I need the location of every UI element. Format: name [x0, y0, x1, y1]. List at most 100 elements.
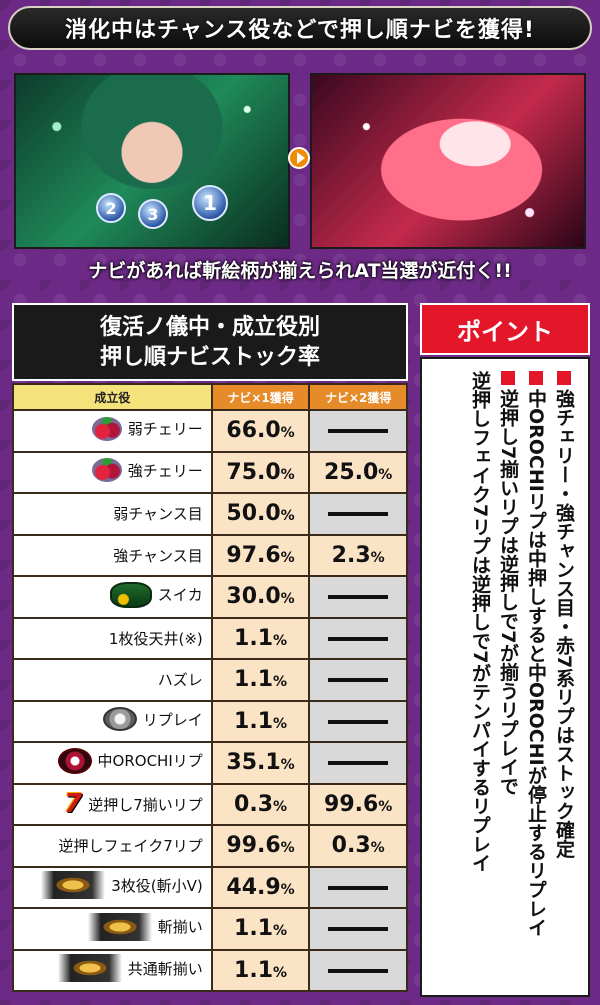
dash-none — [328, 885, 389, 890]
table-row: 3枚役(斬小V) 44.9% — [12, 865, 408, 909]
table-row: 共通斬揃い 1.1% — [12, 948, 408, 992]
role-label: 3枚役(斬小V) — [111, 876, 203, 895]
table-row: スイカ 30.0% — [12, 575, 408, 619]
dash-none — [328, 512, 389, 517]
percent-unit: % — [273, 964, 288, 981]
role-label: 1枚役天井(※) — [108, 629, 203, 648]
navi2-cell — [308, 741, 408, 785]
table-row: 7 逆押し7揃いリプ 0.3% 99.6% — [12, 782, 408, 826]
navi2-cell: 2.3% — [308, 533, 408, 577]
role-cell: 強チェリー — [12, 450, 213, 494]
navi2-cell: 25.0% — [308, 450, 408, 494]
navi1-cell: 1.1% — [210, 699, 311, 743]
navi1-value: 66.0 — [226, 418, 281, 444]
point-item: 逆押し7揃いリプは逆押しで7が揃うリプレイで — [494, 371, 522, 991]
point-box: 強チェリー・強チャンス目・赤7系リプはストック確定 中OROCHIリプは中押しする… — [420, 357, 590, 997]
table-row: 1枚役天井(※) 1.1% — [12, 616, 408, 660]
navi1-cell: 97.6% — [210, 533, 311, 577]
role-cell: 3枚役(斬小V) — [12, 865, 213, 909]
navi2-cell — [308, 492, 408, 536]
percent-unit: % — [378, 466, 393, 483]
navi2-value: 2.3 — [331, 542, 371, 568]
percent-unit: % — [370, 840, 385, 857]
dash-none — [328, 968, 389, 973]
navi2-value: 25.0 — [324, 459, 379, 485]
zan-emblem-icon — [87, 912, 152, 941]
zan-emblem-icon — [41, 871, 106, 900]
percent-unit: % — [280, 466, 295, 483]
navi2-cell — [308, 948, 408, 992]
red-square-bullet-icon — [557, 371, 571, 385]
dash-none — [328, 595, 389, 600]
top-banner: 消化中はチャンス役などで押し順ナビを獲得! — [8, 6, 592, 50]
dash-none — [328, 678, 389, 683]
role-label: リプレイ — [142, 710, 203, 729]
role-cell: 1枚役天井(※) — [12, 616, 213, 660]
navi1-cell: 44.9% — [210, 865, 311, 909]
navi1-cell: 1.1% — [210, 616, 311, 660]
navi2-cell: 0.3% — [308, 824, 408, 868]
role-label: 弱チェリー — [127, 420, 203, 439]
table-row: 強チャンス目 97.6% 2.3% — [12, 533, 408, 577]
navi1-value: 44.9 — [226, 874, 281, 900]
table-row: リプレイ 1.1% — [12, 699, 408, 743]
navi1-value: 0.3 — [234, 791, 274, 817]
navi1-cell: 75.0% — [210, 450, 311, 494]
role-cell: 共通斬揃い — [12, 948, 213, 992]
navi1-cell: 1.1% — [210, 907, 311, 951]
orochi-emblem-icon — [57, 747, 92, 774]
table-title-line2: 押し順ナビストック率 — [99, 345, 320, 370]
role-label: ハズレ — [157, 671, 203, 690]
percent-unit: % — [370, 549, 385, 566]
navi1-value: 97.6 — [226, 542, 281, 568]
point-item: 強チェリー・強チャンス目・赤7系リプはストック確定 — [550, 371, 578, 991]
navi1-value: 1.1 — [234, 708, 274, 734]
role-cell: 弱チェリー — [12, 409, 213, 453]
dash-none — [328, 429, 389, 434]
navi1-value: 35.1 — [226, 750, 281, 776]
table-row: 弱チェリー 66.0% — [12, 409, 408, 453]
navi1-cell: 30.0% — [210, 575, 311, 619]
navi2-cell — [308, 616, 408, 660]
navi2-cell: 99.6% — [308, 782, 408, 826]
navi-coin-1: 1 — [192, 185, 228, 221]
percent-unit: % — [280, 425, 295, 442]
red-square-bullet-icon — [501, 371, 515, 385]
game-screenshot-left: 2 3 1 — [14, 73, 290, 249]
screenshot-caption: ナビがあれば斬絵柄が揃えられAT当選が近付く!! — [88, 260, 512, 282]
role-label: 強チャンス目 — [113, 546, 203, 565]
replay-coin-icon — [102, 707, 137, 732]
role-label: スイカ — [157, 586, 203, 605]
header-role: 成立役 — [12, 383, 213, 411]
game-screenshot-right — [310, 73, 586, 249]
banner-title: 消化中はチャンス役などで押し順ナビを獲得! — [65, 18, 535, 43]
role-label: 逆押し7揃いリプ — [88, 795, 203, 814]
navi-stock-table: 成立役 ナビ×1獲得 ナビ×2獲得 弱チェリー 66.0% 強チェリー 75.0% 25… — [12, 383, 408, 992]
role-cell: 強チャンス目 — [12, 533, 213, 577]
percent-unit: % — [280, 840, 295, 857]
navi1-value: 1.1 — [234, 625, 274, 651]
role-cell: 逆押しフェイク7リプ — [12, 824, 213, 868]
role-cell: 中OROCHIリプ — [12, 741, 213, 785]
navi2-cell — [308, 575, 408, 619]
table-row: 強チェリー 75.0% 25.0% — [12, 450, 408, 494]
point-item: 逆押しフェイク7リプは逆押しで7がテンパイするリプレイ — [466, 371, 494, 991]
table-row: 逆押しフェイク7リプ 99.6% 0.3% — [12, 824, 408, 868]
navi2-cell — [308, 658, 408, 702]
table-title: 復活ノ儀中・成立役別 押し順ナビストック率 — [12, 303, 408, 381]
red-seven-icon: 7 — [64, 789, 83, 820]
table-title-line1: 復活ノ儀中・成立役別 — [99, 315, 320, 340]
dash-none — [328, 927, 389, 932]
point-item-text: 強チェリー・強チャンス目・赤7系リプはストック確定 — [553, 389, 575, 859]
role-cell: 斬揃い — [12, 907, 213, 951]
percent-unit: % — [280, 549, 295, 566]
zan-emblem-icon — [57, 954, 122, 983]
navi1-cell: 66.0% — [210, 409, 311, 453]
navi1-value: 99.6 — [226, 833, 281, 859]
point-heading: ポイント — [420, 303, 590, 355]
table-row: 斬揃い 1.1% — [12, 907, 408, 951]
navi2-value: 99.6 — [324, 791, 379, 817]
table-row: 弱チャンス目 50.0% — [12, 492, 408, 536]
navi1-value: 75.0 — [226, 459, 281, 485]
navi1-cell: 1.1% — [210, 948, 311, 992]
